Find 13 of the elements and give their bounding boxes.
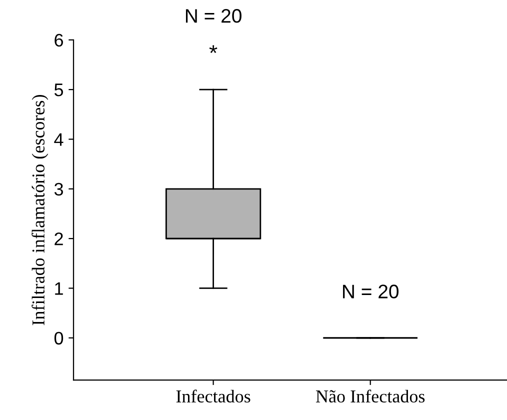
y-tick-label: 4 bbox=[54, 133, 64, 146]
y-tick-label: 3 bbox=[54, 182, 63, 196]
annotation: N = 20 bbox=[343, 284, 399, 298]
y-tick-label: 5 bbox=[54, 84, 64, 96]
y-tick-label: 1 bbox=[55, 282, 63, 295]
y-tick-label: 6 bbox=[54, 34, 63, 47]
y-tick-label: 0 bbox=[54, 332, 64, 345]
x-tick-label: Infectados bbox=[176, 390, 250, 403]
y-axis-title: Infiltrado inflamatório (escores) bbox=[32, 94, 48, 326]
annotation: * bbox=[209, 45, 218, 54]
y-tick-label: 2 bbox=[54, 232, 63, 246]
x-tick-label: Não Infectados bbox=[316, 390, 425, 403]
text: N = 20 bbox=[186, 9, 242, 23]
